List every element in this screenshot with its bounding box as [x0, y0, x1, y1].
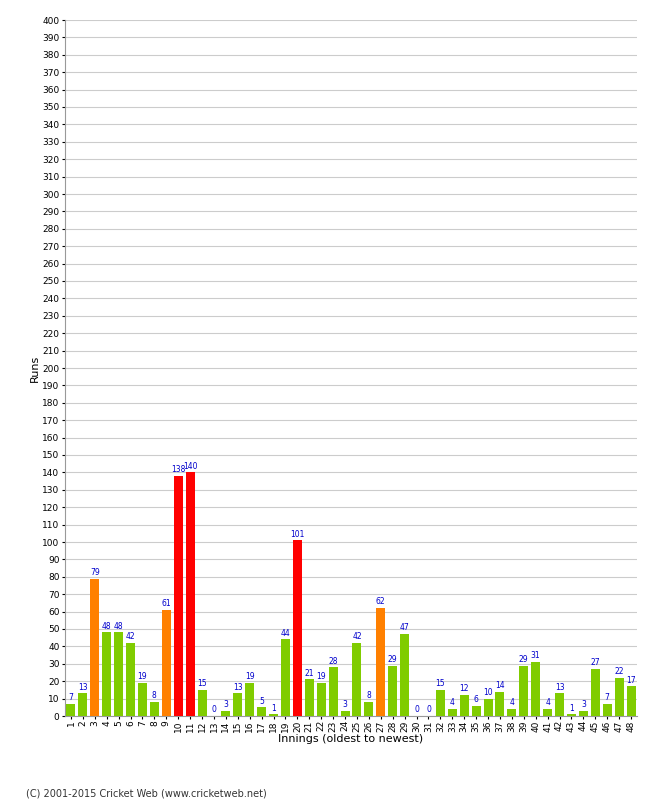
- Text: 101: 101: [290, 530, 305, 538]
- Text: 6: 6: [474, 695, 478, 704]
- Text: (C) 2001-2015 Cricket Web (www.cricketweb.net): (C) 2001-2015 Cricket Web (www.cricketwe…: [26, 788, 266, 798]
- Bar: [198, 690, 207, 716]
- Text: 8: 8: [367, 691, 371, 700]
- Bar: [329, 667, 337, 716]
- Text: 47: 47: [400, 623, 410, 633]
- Text: 42: 42: [352, 632, 362, 641]
- Bar: [162, 610, 171, 716]
- Bar: [448, 709, 457, 716]
- Text: 0: 0: [414, 706, 419, 714]
- Text: 13: 13: [78, 682, 88, 692]
- Bar: [138, 683, 147, 716]
- Bar: [114, 633, 123, 716]
- Bar: [102, 633, 111, 716]
- Text: 29: 29: [388, 654, 398, 664]
- Text: 19: 19: [245, 672, 255, 682]
- Text: 17: 17: [626, 676, 636, 685]
- Bar: [281, 639, 290, 716]
- Text: 15: 15: [197, 679, 207, 688]
- Bar: [400, 634, 409, 716]
- Text: 1: 1: [271, 703, 276, 713]
- Bar: [126, 643, 135, 716]
- Text: 0: 0: [211, 706, 216, 714]
- Bar: [508, 709, 516, 716]
- Bar: [603, 704, 612, 716]
- Bar: [484, 698, 493, 716]
- Bar: [79, 694, 87, 716]
- Text: 13: 13: [233, 682, 242, 692]
- Bar: [543, 709, 552, 716]
- Text: 5: 5: [259, 697, 264, 706]
- Text: 14: 14: [495, 681, 505, 690]
- Text: 19: 19: [317, 672, 326, 682]
- Text: 27: 27: [590, 658, 600, 667]
- Text: 4: 4: [510, 698, 514, 707]
- Bar: [555, 694, 564, 716]
- Text: 4: 4: [545, 698, 550, 707]
- Text: 1: 1: [569, 703, 574, 713]
- Bar: [66, 704, 75, 716]
- Text: 3: 3: [343, 700, 348, 709]
- Text: 7: 7: [68, 693, 73, 702]
- Text: 7: 7: [604, 693, 610, 702]
- Bar: [388, 666, 397, 716]
- Bar: [472, 706, 480, 716]
- Text: 62: 62: [376, 598, 385, 606]
- Bar: [615, 678, 623, 716]
- Text: 79: 79: [90, 568, 99, 577]
- Bar: [579, 710, 588, 716]
- Bar: [519, 666, 528, 716]
- Bar: [269, 714, 278, 716]
- Text: 15: 15: [436, 679, 445, 688]
- Bar: [365, 702, 373, 716]
- Bar: [150, 702, 159, 716]
- Text: 13: 13: [554, 682, 564, 692]
- Bar: [222, 710, 230, 716]
- Text: 140: 140: [183, 462, 198, 470]
- Text: 138: 138: [171, 465, 185, 474]
- Bar: [317, 683, 326, 716]
- Bar: [233, 694, 242, 716]
- Text: 61: 61: [161, 599, 171, 608]
- Bar: [591, 669, 600, 716]
- Text: 0: 0: [426, 706, 431, 714]
- Text: 48: 48: [114, 622, 124, 630]
- Text: 29: 29: [519, 654, 528, 664]
- Bar: [293, 540, 302, 716]
- Text: 19: 19: [138, 672, 148, 682]
- Text: 48: 48: [102, 622, 112, 630]
- Text: 10: 10: [483, 688, 493, 697]
- Text: 22: 22: [614, 667, 624, 676]
- Text: 31: 31: [531, 651, 541, 660]
- X-axis label: Innings (oldest to newest): Innings (oldest to newest): [278, 734, 424, 745]
- Bar: [495, 692, 504, 716]
- Bar: [567, 714, 576, 716]
- Bar: [186, 472, 194, 716]
- Text: 8: 8: [152, 691, 157, 700]
- Text: 3: 3: [581, 700, 586, 709]
- Y-axis label: Runs: Runs: [29, 354, 40, 382]
- Text: 3: 3: [224, 700, 228, 709]
- Bar: [352, 643, 361, 716]
- Text: 44: 44: [281, 629, 291, 638]
- Bar: [531, 662, 540, 716]
- Bar: [305, 679, 314, 716]
- Bar: [90, 578, 99, 716]
- Text: 4: 4: [450, 698, 455, 707]
- Bar: [376, 608, 385, 716]
- Text: 28: 28: [328, 657, 338, 666]
- Bar: [436, 690, 445, 716]
- Text: 42: 42: [125, 632, 135, 641]
- Text: 21: 21: [305, 669, 314, 678]
- Bar: [257, 707, 266, 716]
- Bar: [627, 686, 636, 716]
- Bar: [341, 710, 350, 716]
- Text: 12: 12: [460, 684, 469, 694]
- Bar: [460, 695, 469, 716]
- Bar: [245, 683, 254, 716]
- Bar: [174, 476, 183, 716]
